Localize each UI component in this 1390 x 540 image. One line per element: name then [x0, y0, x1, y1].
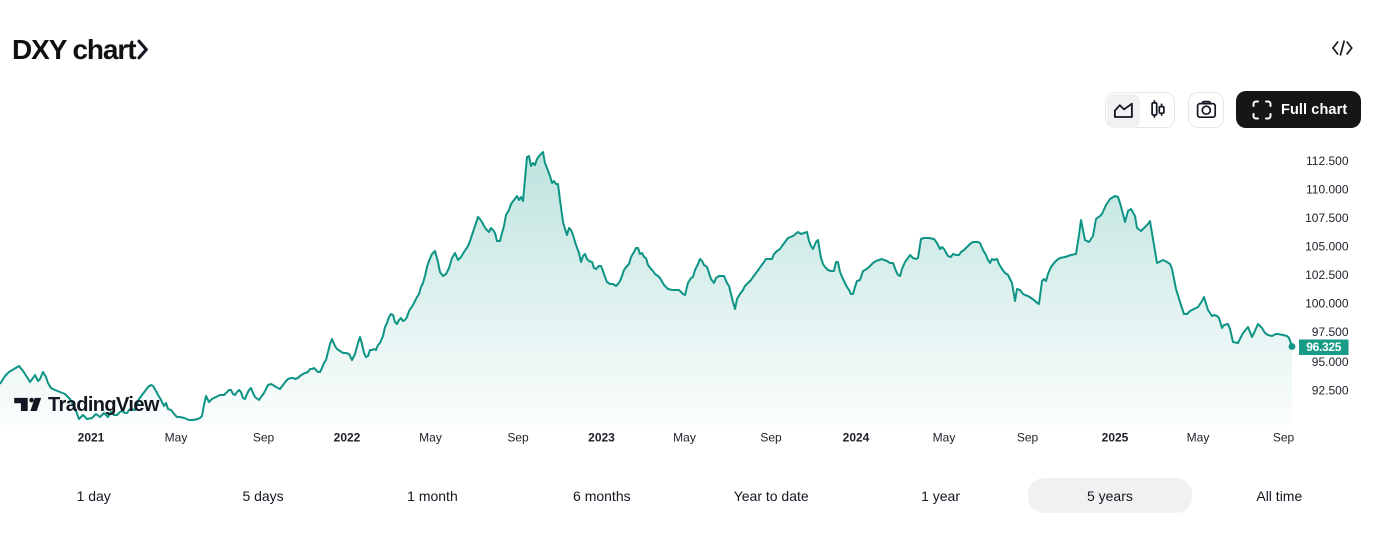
svg-text:2021: 2021: [78, 431, 105, 445]
svg-text:Sep: Sep: [760, 431, 782, 445]
svg-text:112.500: 112.500: [1306, 154, 1349, 168]
svg-text:May: May: [933, 431, 956, 445]
svg-text:2024: 2024: [843, 431, 870, 445]
svg-text:Sep: Sep: [1017, 431, 1039, 445]
svg-text:102.500: 102.500: [1305, 268, 1349, 282]
svg-text:2022: 2022: [334, 431, 361, 445]
svg-text:2025: 2025: [1102, 431, 1129, 445]
svg-text:110.000: 110.000: [1306, 182, 1349, 196]
svg-text:May: May: [165, 431, 188, 445]
svg-text:Sep: Sep: [507, 431, 529, 445]
svg-text:100.000: 100.000: [1305, 297, 1349, 311]
svg-text:107.500: 107.500: [1305, 211, 1349, 225]
svg-text:May: May: [673, 431, 696, 445]
svg-text:Sep: Sep: [1273, 431, 1295, 445]
svg-text:May: May: [419, 431, 442, 445]
svg-text:May: May: [1187, 431, 1210, 445]
svg-text:95.000: 95.000: [1312, 355, 1349, 369]
svg-text:96.325: 96.325: [1306, 340, 1342, 354]
svg-text:97.500: 97.500: [1312, 325, 1349, 339]
svg-text:2023: 2023: [588, 431, 615, 445]
svg-text:105.000: 105.000: [1305, 240, 1349, 254]
svg-text:Sep: Sep: [253, 431, 275, 445]
svg-text:92.500: 92.500: [1312, 384, 1349, 398]
